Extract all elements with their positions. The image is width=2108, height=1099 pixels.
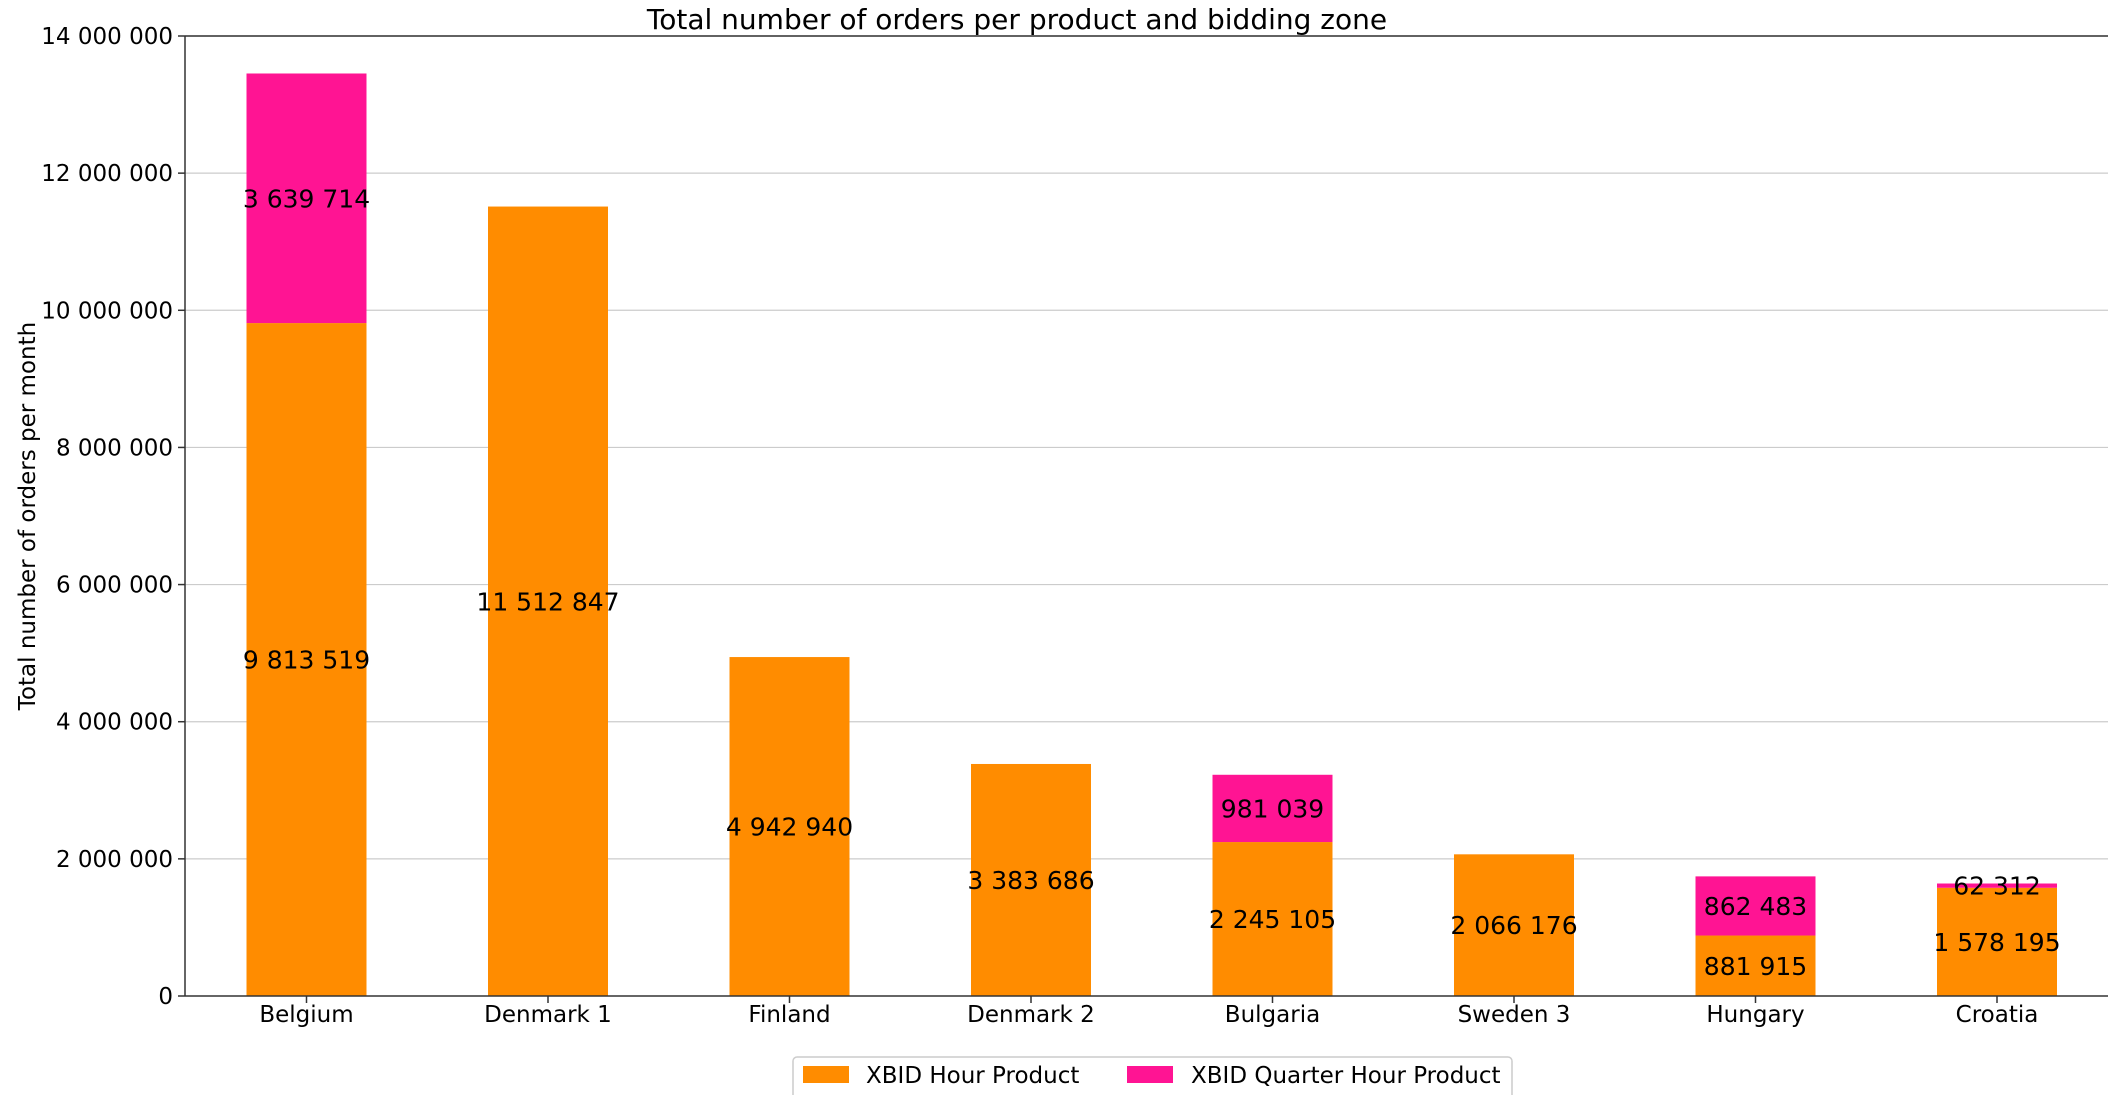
x-tick-label: Croatia [1956, 1002, 2039, 1028]
data-label: 2 245 105 [1209, 905, 1336, 934]
bar-bulgaria-xbid-hour-product [1212, 842, 1333, 996]
bar-bulgaria-xbid-quarter-hour-product [1212, 774, 1333, 843]
bar-croatia-xbid-hour-product [1937, 887, 2057, 996]
data-label: 862 483 [1704, 892, 1807, 921]
x-tick-label: Denmark 2 [967, 1002, 1095, 1028]
x-ticks: Belgium Denmark 1 Finland Denmark 2 Bulgaria… [259, 996, 2038, 1028]
y-tick-label: 8 000 000 [56, 435, 173, 461]
data-label: 9 813 519 [243, 646, 370, 675]
y-tick-label: 10 000 000 [41, 298, 173, 324]
bar-finland-xbid-hour-product [729, 657, 850, 996]
legend-label-quarter-hour-product: XBID Quarter Hour Product [1191, 1063, 1501, 1089]
data-label: 3 383 686 [967, 866, 1094, 895]
data-label: 11 512 847 [476, 587, 619, 616]
bar-hungary-xbid-quarter-hour-product [1695, 876, 1816, 936]
data-label: 1 578 195 [1933, 928, 2060, 957]
x-tick-label: Denmark 1 [484, 1002, 612, 1028]
axes [184, 35, 2108, 997]
bar-belgium-xbid-quarter-hour-product [246, 73, 367, 324]
legend-swatch-quarter-hour-product [1127, 1066, 1173, 1083]
y-tick-label: 2 000 000 [56, 847, 173, 873]
legend-label-hour-product: XBID Hour Product [866, 1063, 1079, 1089]
data-label: 62 312 [1953, 872, 2040, 901]
bars [246, 73, 2057, 997]
chart-title: Total number of orders per product and b… [646, 3, 1387, 36]
bar-denmark-2-xbid-hour-product [971, 763, 1091, 996]
legend: XBID Hour Product XBID Quarter Hour Prod… [792, 1056, 1513, 1099]
bar-denmark-1-xbid-hour-product [488, 206, 608, 997]
data-label: 981 039 [1221, 794, 1324, 823]
data-labels: 9 813 519 3 639 714 11 512 847 4 942 940 3 3… [243, 184, 2061, 980]
y-tick-label: 4 000 000 [56, 710, 173, 736]
bar-croatia-xbid-quarter-hour-product [1937, 883, 2057, 888]
y-tick-label: 6 000 000 [56, 573, 173, 599]
y-tick-label: 0 [158, 984, 173, 1010]
x-tick-label: Finland [748, 1002, 830, 1028]
y-ticks: 0 2 000 000 4 000 000 6 000 000 8 000 000 10 … [41, 24, 185, 1010]
data-label: 3 639 714 [243, 184, 370, 213]
x-tick-label: Bulgaria [1225, 1002, 1320, 1028]
x-tick-label: Hungary [1706, 1002, 1804, 1028]
y-tick-label: 14 000 000 [41, 24, 173, 50]
bar-sweden-3-xbid-hour-product [1454, 854, 1574, 996]
y-tick-label: 12 000 000 [41, 161, 173, 187]
legend-swatch-hour-product [803, 1066, 849, 1083]
y-axis-label: Total number of orders per month [15, 322, 41, 711]
data-label: 881 915 [1704, 952, 1807, 981]
bar-belgium-xbid-hour-product [246, 323, 367, 996]
x-tick-label: Belgium [259, 1002, 353, 1028]
x-tick-label: Sweden 3 [1458, 1002, 1571, 1028]
data-label: 4 942 940 [726, 813, 853, 842]
bar-hungary-xbid-hour-product [1695, 935, 1816, 996]
data-label: 2 066 176 [1450, 911, 1577, 940]
